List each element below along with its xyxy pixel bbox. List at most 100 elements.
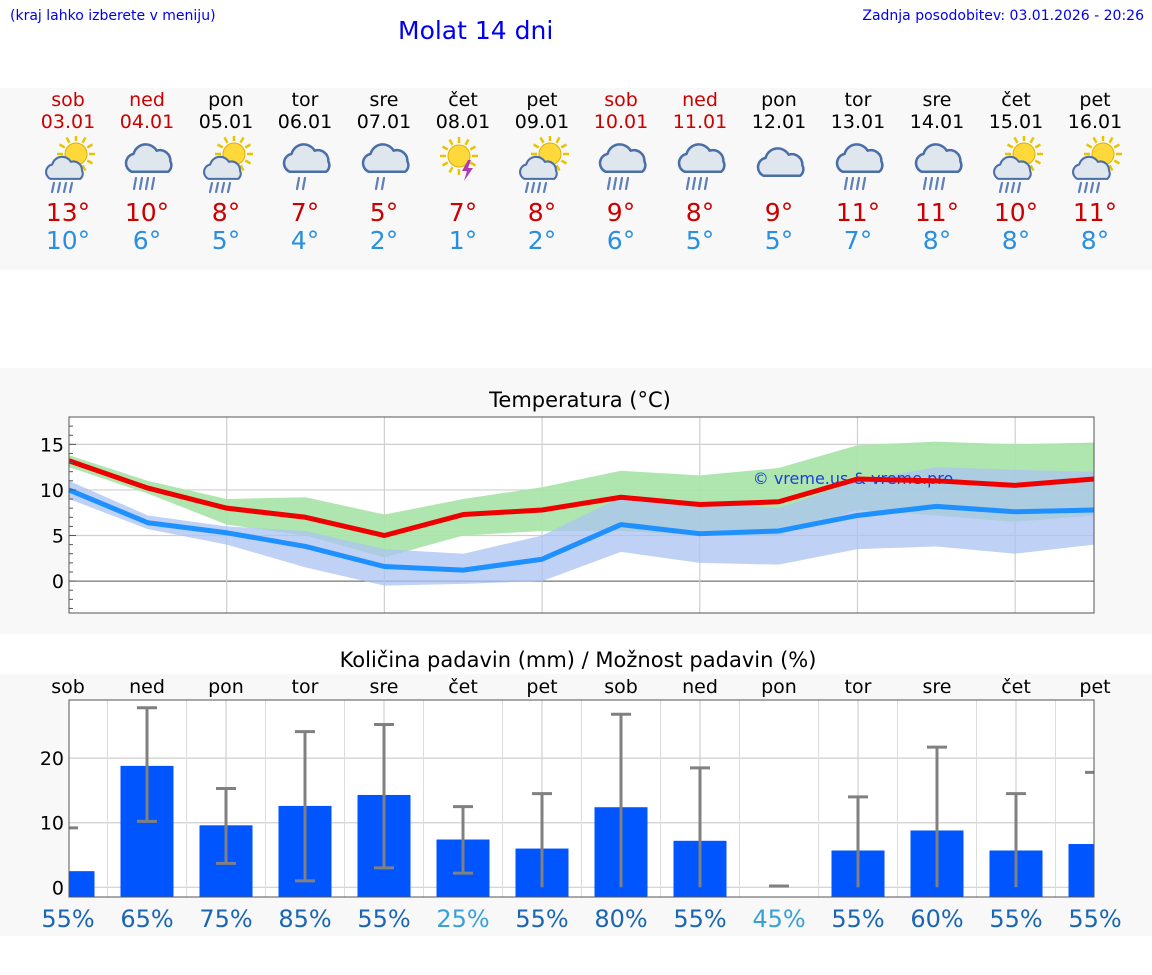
day-name: pon	[761, 89, 797, 111]
min-temperature-line-point	[541, 558, 543, 560]
rain-drop	[612, 176, 618, 191]
cloud-rain-icon	[835, 143, 884, 191]
max-temperature-line-point	[383, 535, 385, 537]
day-date: 10.01	[593, 111, 649, 133]
day-name: ned	[129, 89, 165, 111]
rain-drop	[1077, 181, 1083, 194]
lightning-bolt	[462, 160, 473, 181]
category-label: sob	[51, 676, 85, 698]
rain-drop	[843, 176, 849, 191]
cloud-rain-icon	[914, 143, 963, 191]
day-name: tor	[844, 89, 872, 111]
rain-drop	[1089, 181, 1095, 194]
rain-drop	[374, 176, 380, 191]
precipitation-probability: 55%	[1068, 905, 1121, 933]
day-date: 08.01	[435, 111, 491, 133]
min-temperature: 2°	[527, 226, 557, 255]
cloud-shape	[1072, 155, 1111, 180]
max-temperature-line-point	[305, 516, 307, 518]
rain-drop	[62, 181, 68, 194]
min-temperature: 5°	[764, 226, 794, 255]
plot-frame	[68, 416, 1095, 614]
rain-drop	[697, 176, 703, 191]
rain-drop	[922, 176, 928, 191]
min-temperature-line-point	[778, 530, 780, 532]
max-temperature: 10°	[124, 198, 170, 227]
category-label: pet	[1079, 676, 1110, 698]
rain-drop	[214, 181, 220, 194]
min-temperature: 1°	[448, 226, 478, 255]
sun-cloud-rain-icon	[45, 136, 95, 194]
rain-drop	[530, 181, 536, 194]
precipitation-probability: 55%	[989, 905, 1042, 933]
y-tick-label: 10	[40, 813, 64, 835]
day-name: pet	[1079, 89, 1111, 111]
cloud-shape	[835, 143, 884, 173]
max-temperature-line-point	[935, 480, 937, 482]
max-temperature-line	[68, 458, 1095, 539]
sun-shape	[57, 136, 95, 173]
rain-drop	[542, 181, 548, 194]
day-date: 12.01	[751, 111, 807, 133]
day-date: 15.01	[988, 111, 1044, 133]
day-name: ned	[682, 89, 718, 111]
min-temperature-line-point	[935, 505, 937, 507]
rain-drop	[301, 176, 307, 191]
day-date: 13.01	[830, 111, 886, 133]
rain-drop	[208, 181, 214, 194]
y-tick-label: 0	[52, 877, 64, 899]
day-name: sob	[51, 89, 85, 111]
max-temperature-line-point	[856, 478, 858, 480]
min-temperature: 5°	[685, 226, 715, 255]
day-date: 14.01	[909, 111, 965, 133]
temperature-chart: Temperatura (°C)© vreme.us & vreme.pro05…	[40, 388, 1095, 614]
precipitation-bar	[69, 871, 95, 897]
min-temperature: 8°	[1001, 226, 1031, 255]
rain-drop	[56, 181, 62, 194]
category-label: sre	[370, 676, 399, 698]
max-temperature: 11°	[835, 198, 881, 227]
min-temperature-line-point	[462, 569, 464, 571]
rain-drop	[940, 176, 946, 191]
min-temperature: 7°	[843, 226, 873, 255]
plot-frame	[68, 699, 1095, 898]
day-date: 06.01	[277, 111, 333, 133]
day-date: 03.01	[40, 111, 96, 133]
max-temperature-line-point	[226, 507, 228, 509]
precipitation-probability: 85%	[278, 905, 331, 933]
cloud-shape	[677, 143, 726, 173]
sun-cloud-rain-icon	[203, 136, 253, 194]
rain-drop	[618, 176, 624, 191]
rain-drop	[934, 176, 940, 191]
cloud-shape	[993, 155, 1032, 180]
min-temperature: 8°	[922, 226, 952, 255]
max-temperature: 11°	[914, 198, 960, 227]
min-temperature: 2°	[369, 226, 399, 255]
day-date: 16.01	[1067, 111, 1123, 133]
precipitation-probability: 55%	[673, 905, 726, 933]
rain-drop	[928, 176, 934, 191]
rain-drop	[624, 176, 630, 191]
min-temperature: 10°	[45, 226, 91, 255]
day-date: 09.01	[514, 111, 570, 133]
sun-cloud-rain-icon	[519, 136, 569, 194]
cloud-shape	[45, 155, 84, 180]
min-temperature-line-point	[383, 566, 385, 568]
precipitation-chart-title: Količina padavin (mm) / Možnost padavin …	[340, 648, 817, 672]
max-temperature: 10°	[993, 198, 1039, 227]
sun-cloud-rain-icon	[993, 136, 1043, 194]
day-name: čet	[1001, 89, 1031, 111]
rain-drop	[849, 176, 855, 191]
day-date: 05.01	[198, 111, 254, 133]
precipitation-probability: 80%	[594, 905, 647, 933]
rain-drop	[1083, 181, 1089, 194]
min-temperature-line-point	[620, 524, 622, 526]
location-menu-hint[interactable]: (kraj lahko izberete v meniju)	[10, 8, 216, 24]
precipitation-probability: 55%	[357, 905, 410, 933]
day-name: sob	[604, 89, 638, 111]
day-date: 11.01	[672, 111, 728, 133]
cloud-light-rain-icon	[282, 143, 331, 191]
max-temperature: 9°	[606, 198, 636, 227]
sun-shape	[1084, 136, 1122, 173]
max-range-band	[69, 441, 1094, 558]
